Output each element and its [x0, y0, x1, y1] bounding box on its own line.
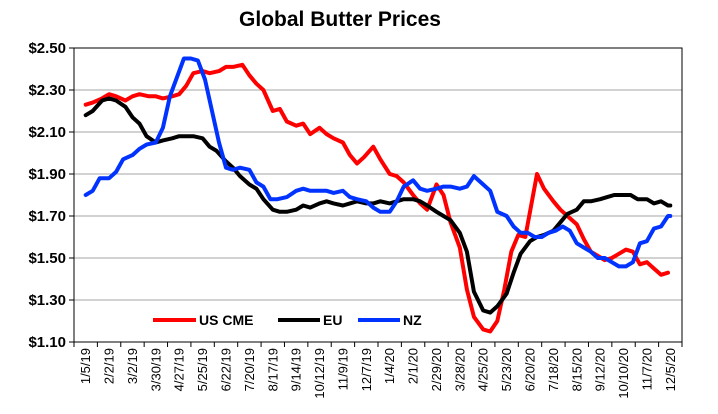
x-tick-label: 10/12/19	[312, 348, 327, 399]
x-tick-label: 8/15/20	[569, 348, 584, 391]
series-line-us-cme	[83, 62, 670, 334]
gridlines	[74, 89, 682, 301]
legend-label-eu: EU	[323, 312, 342, 328]
y-tick-label: $2.50	[28, 40, 66, 57]
y-tick-label: $1.10	[28, 334, 66, 351]
x-tick-label: 2/29/20	[429, 348, 444, 391]
x-tick-label: 11/7/20	[639, 348, 654, 390]
x-tick-label: 5/23/20	[499, 348, 514, 391]
x-tick-label: 3/2/19	[125, 348, 140, 384]
y-tick-label: $2.30	[28, 82, 66, 99]
x-tick-label: 6/22/19	[219, 348, 234, 391]
y-tick-label: $2.10	[28, 124, 66, 141]
x-tick-label: 5/25/19	[195, 348, 210, 391]
x-tick-label: 10/10/20	[616, 348, 631, 399]
x-axis-ticks: 1/5/19 2/2/19 3/2/19 3/30/19 4/27/19 5/25/19 6…	[73, 342, 683, 399]
chart-title: Global Butter Prices	[239, 8, 441, 31]
y-tick-label: $1.90	[28, 166, 66, 183]
x-tick-label: 4/25/20	[476, 348, 491, 391]
x-tick-label: 3/30/19	[148, 348, 163, 391]
x-tick-label: 12/7/19	[359, 348, 374, 391]
legend: US CME EU NZ	[153, 312, 422, 328]
x-tick-label: 2/1/20	[406, 348, 421, 384]
series-line-eu	[83, 96, 673, 315]
y-tick-label: $1.50	[28, 250, 66, 267]
x-tick-label: 7/18/20	[546, 348, 561, 391]
y-tick-label: $1.70	[28, 208, 66, 225]
y-tick-label: $1.30	[28, 292, 66, 309]
x-tick-label: 8/17/19	[265, 348, 280, 391]
y-axis-ticks: $1.10 $1.30 $1.50 $1.70 $1.90 $2.10 $2.30 $2.50	[28, 40, 74, 351]
x-tick-label: 11/9/19	[335, 348, 350, 390]
x-tick-label: 3/28/20	[452, 348, 467, 391]
legend-label-nz: NZ	[403, 312, 422, 328]
plot-area-border	[73, 47, 683, 343]
x-tick-label: 6/20/20	[523, 348, 538, 391]
x-tick-label: 1/5/19	[78, 348, 93, 384]
series-lines	[83, 56, 673, 334]
x-tick-label: 4/27/19	[172, 348, 187, 391]
x-tick-label: 9/12/20	[593, 348, 608, 391]
x-tick-label: 7/20/19	[242, 348, 257, 391]
series-line-nz	[83, 56, 673, 269]
legend-label-us-cme: US CME	[199, 312, 253, 328]
x-tick-label: 9/14/19	[289, 348, 304, 391]
x-tick-label: 2/2/19	[102, 348, 117, 384]
x-tick-label: 1/4/20	[382, 348, 397, 384]
x-tick-label: 12/5/20	[663, 348, 678, 391]
